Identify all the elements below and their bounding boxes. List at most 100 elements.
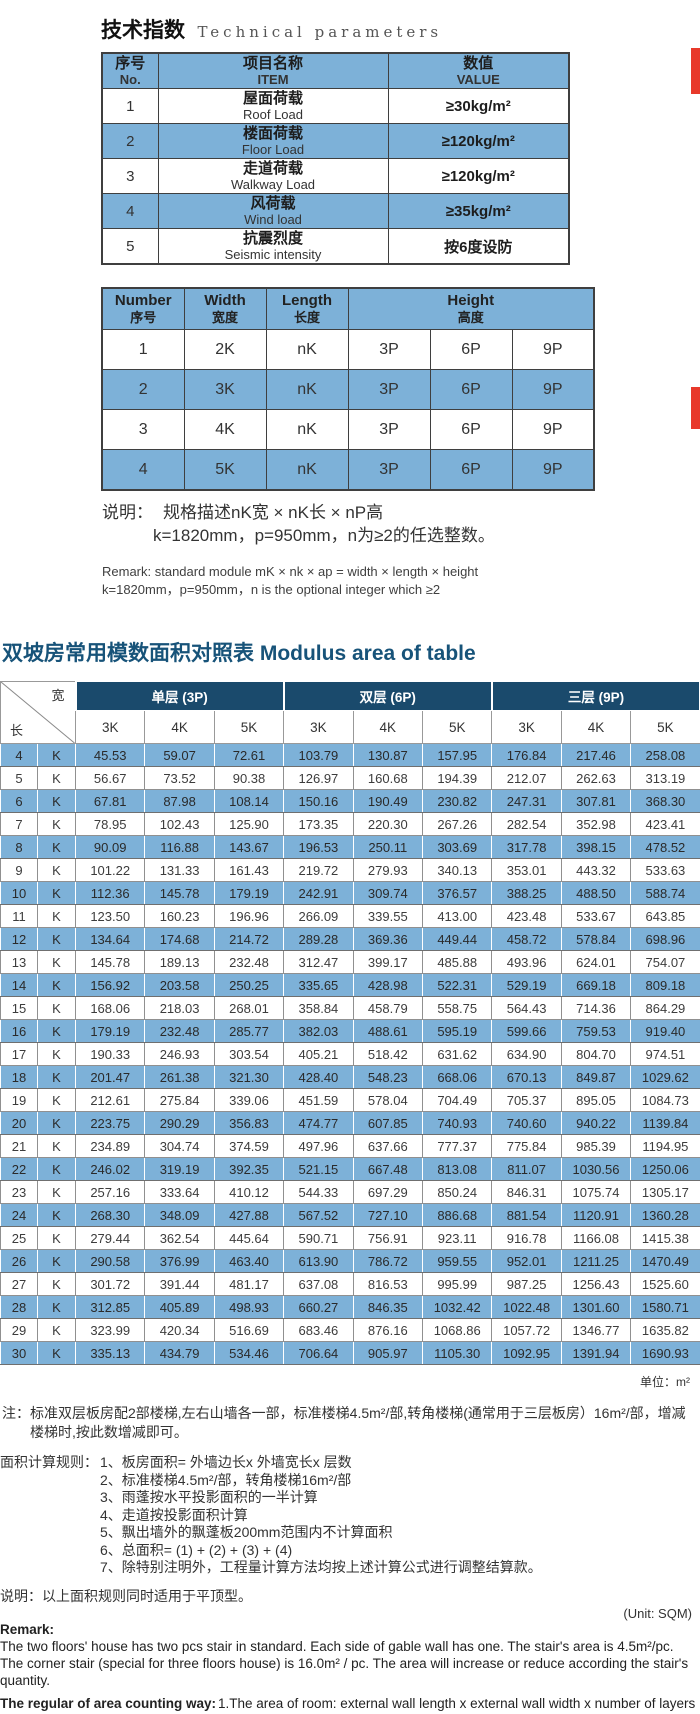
area-value-cell: 811.07 — [491, 1157, 562, 1181]
area-value-cell: 423.48 — [491, 904, 562, 928]
module-value-cell: 5K — [183, 449, 267, 491]
k-cell: K — [37, 1111, 76, 1135]
area-value-cell: 246.02 — [74, 1157, 146, 1181]
modulus-row: 22 K 246.02 319.19 392.35 521.15 667.48 813.08 8… — [0, 1157, 700, 1181]
area-value-cell: 613.90 — [283, 1249, 354, 1273]
area-value-cell: 881.54 — [491, 1203, 562, 1227]
area-value-cell: 410.12 — [213, 1180, 285, 1204]
length-cell: 23 — [0, 1180, 38, 1204]
area-value-cell: 56.67 — [74, 766, 146, 790]
length-cell: 10 — [0, 881, 38, 905]
area-value-cell: 312.47 — [283, 950, 354, 974]
area-value-cell: 123.50 — [74, 904, 146, 928]
area-value-cell: 631.62 — [421, 1042, 493, 1066]
area-value-cell: 131.33 — [144, 858, 215, 882]
counting-list: 1.The area of room: external wall length… — [218, 1695, 700, 1714]
area-value-cell: 544.33 — [283, 1180, 354, 1204]
k-cell: K — [37, 858, 76, 882]
length-cell: 5 — [0, 766, 38, 790]
subheader-cell: 5K — [213, 710, 285, 744]
area-value-cell: 196.96 — [213, 904, 285, 928]
area-value-cell: 160.23 — [144, 904, 215, 928]
tech-header-item: 项目名称 ITEM — [157, 52, 389, 89]
area-value-cell: 101.22 — [74, 858, 146, 882]
modulus-row: 13 K 145.78 189.13 232.48 312.47 399.17 485.88 4… — [0, 950, 700, 974]
area-value-cell: 1391.94 — [560, 1341, 632, 1365]
area-value-cell: 250.11 — [352, 835, 423, 859]
area-value-cell: 312.85 — [74, 1295, 146, 1319]
length-cell: 6 — [0, 789, 38, 813]
area-value-cell: 567.52 — [283, 1203, 354, 1227]
tech-header-no: 序号 No. — [101, 52, 159, 89]
spec-note-label: 说明： — [102, 503, 153, 522]
area-value-cell: 497.96 — [283, 1134, 354, 1158]
area-value-cell: 420.34 — [144, 1318, 215, 1342]
rule-item: 7、除特别注明外，工程量计算方法均按上述计算公式进行调整结算款。 — [100, 1559, 542, 1575]
side-tab-red-bottom[interactable] — [691, 387, 700, 429]
k-cell: K — [37, 1249, 76, 1273]
k-cell: K — [37, 881, 76, 905]
area-value-cell: 786.72 — [352, 1249, 423, 1273]
area-value-cell: 578.04 — [352, 1088, 423, 1112]
area-value-cell: 196.53 — [283, 835, 354, 859]
module-value-cell: 9P — [511, 409, 595, 450]
area-value-cell: 775.84 — [491, 1134, 562, 1158]
area-value-cell: 1690.93 — [630, 1341, 700, 1365]
area-value-cell: 323.99 — [74, 1318, 146, 1342]
modulus-row: 20 K 223.75 290.29 356.83 474.77 607.85 740.93 7… — [0, 1111, 700, 1135]
area-value-cell: 289.28 — [283, 927, 354, 951]
area-value-cell: 668.06 — [421, 1065, 493, 1089]
area-value-cell: 498.93 — [213, 1295, 285, 1319]
area-value-cell: 339.55 — [352, 904, 423, 928]
area-value-cell: 704.49 — [421, 1088, 493, 1112]
area-value-cell: 959.55 — [421, 1249, 493, 1273]
module-value-cell: 6P — [429, 409, 513, 450]
area-value-cell: 876.16 — [352, 1318, 423, 1342]
area-value-cell: 143.67 — [213, 835, 285, 859]
area-value-cell: 290.29 — [144, 1111, 215, 1135]
area-value-cell: 267.26 — [421, 812, 493, 836]
group-header-single-3p: 单层 (3P) — [74, 681, 285, 711]
area-value-cell: 607.85 — [352, 1111, 423, 1135]
area-value-cell: 303.69 — [421, 835, 493, 859]
area-value-cell: 463.40 — [213, 1249, 285, 1273]
module-dimension-table: Number 序号 Width 宽度 Length 长度 Height 高度 1… — [101, 287, 596, 491]
area-value-cell: 168.06 — [74, 996, 146, 1020]
length-cell: 24 — [0, 1203, 38, 1227]
area-value-cell: 405.21 — [283, 1042, 354, 1066]
group-header-triple-9p: 三层 (9P) — [490, 681, 700, 711]
length-cell: 20 — [0, 1111, 38, 1135]
area-value-cell: 368.30 — [630, 789, 700, 813]
module-value-cell: 3P — [347, 409, 431, 450]
tech-title-en: Technical parameters — [197, 23, 443, 41]
unit-label: 单位：m² — [640, 1375, 690, 1389]
area-value-cell: 125.90 — [213, 812, 285, 836]
area-value-cell: 1022.48 — [491, 1295, 562, 1319]
tech-item-cell: 风荷载 Wind load — [157, 193, 389, 229]
area-value-cell: 428.40 — [283, 1065, 354, 1089]
module-value-cell: 9P — [511, 449, 595, 491]
tech-item-en: Walkway Load — [230, 177, 316, 192]
area-value-cell: 382.03 — [283, 1019, 354, 1043]
technical-parameters-body: 1 屋面荷载 Roof Load ≥30kg/m² 2 楼面荷载 Floor Load ≥12… — [101, 88, 570, 265]
area-value-cell: 518.42 — [352, 1042, 423, 1066]
side-tab-red-top[interactable] — [691, 48, 700, 94]
area-value-cell: 335.65 — [283, 973, 354, 997]
area-value-cell: 156.92 — [74, 973, 146, 997]
length-cell: 29 — [0, 1318, 38, 1342]
module-value-cell: 4K — [183, 409, 267, 450]
area-value-cell: 558.75 — [421, 996, 493, 1020]
length-cell: 19 — [0, 1088, 38, 1112]
k-cell: K — [37, 812, 76, 836]
length-cell: 30 — [0, 1341, 38, 1365]
modulus-row: 24 K 268.30 348.09 427.88 567.52 727.10 886.68 8… — [0, 1203, 700, 1227]
area-value-cell: 217.46 — [560, 743, 632, 767]
area-value-cell: 905.97 — [352, 1341, 423, 1365]
module-header-length: Length 长度 — [265, 287, 349, 330]
k-cell: K — [37, 950, 76, 974]
module-value-cell: 6P — [429, 369, 513, 410]
length-cell: 8 — [0, 835, 38, 859]
area-value-cell: 405.89 — [144, 1295, 215, 1319]
modulus-row: 29 K 323.99 420.34 516.69 683.46 876.16 1068.86… — [0, 1318, 700, 1342]
